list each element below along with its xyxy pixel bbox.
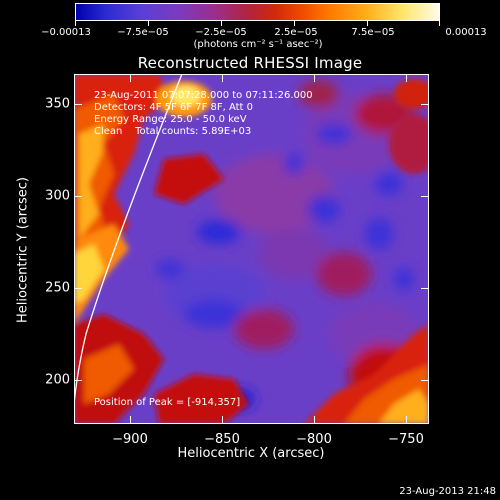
peak-position-label: Position of Peak = [-914,357] — [94, 397, 241, 408]
y-tick — [74, 196, 82, 197]
y-tick-label: 300 — [45, 188, 70, 204]
colorbar-units: (photons cm⁻² s⁻¹ asec⁻²) — [193, 39, 323, 50]
colorbar-tick — [148, 21, 149, 26]
colorbar-tick-label: −2.5e−05 — [195, 27, 247, 38]
x-tick — [406, 74, 407, 82]
y-tick — [74, 104, 82, 105]
y-tick — [74, 380, 82, 381]
x-tick — [222, 416, 223, 424]
y-tick — [74, 288, 82, 289]
colorbar — [75, 3, 440, 21]
y-tick — [421, 288, 429, 289]
colorbar-tick — [439, 21, 440, 26]
colorbar-tick-label: −7.5e−05 — [117, 27, 169, 38]
colorbar-tick — [75, 21, 76, 26]
colorbar-tick-label: 2.5e−05 — [274, 27, 318, 38]
time-range-label: 23-Aug-2011 07:07:28.000 to 07:11:26.000 — [94, 90, 313, 101]
y-tick-label: 200 — [45, 372, 70, 388]
plot-title: Reconstructed RHESSI Image — [137, 54, 363, 72]
x-tick-label: −800 — [296, 432, 332, 447]
y-tick-label: 350 — [45, 96, 70, 112]
colorbar-tick — [221, 21, 222, 26]
detectors-label: Detectors: 4F 5F 6F 7F 8F, Att 0 — [94, 102, 254, 113]
x-tick — [222, 74, 223, 82]
y-tick — [421, 104, 429, 105]
x-tick — [314, 74, 315, 82]
colorbar-tick-label: −0.00013 — [41, 27, 91, 38]
y-tick — [421, 380, 429, 381]
colorbar-tick — [367, 21, 368, 26]
x-tick — [130, 74, 131, 82]
colorbar-tick — [294, 21, 295, 26]
x-tick-label: −850 — [204, 432, 240, 447]
y-axis-label: Heliocentric Y (arcsec) — [15, 177, 31, 323]
colorbar-tick-label: 7.5e−05 — [351, 27, 395, 38]
energy-range-label: Energy Range: 25.0 - 50.0 keV — [94, 114, 247, 125]
clean-counts-label: Clean Total counts: 5.89E+03 — [94, 126, 252, 137]
x-tick — [406, 416, 407, 424]
rhessi-image — [74, 74, 429, 424]
timestamp: 23-Aug-2013 21:48 — [399, 486, 496, 497]
x-tick-label: −900 — [112, 432, 148, 447]
x-tick-label: −750 — [388, 432, 424, 447]
x-tick — [314, 416, 315, 424]
x-axis-label: Heliocentric X (arcsec) — [177, 446, 325, 461]
x-tick — [130, 416, 131, 424]
colorbar-tick-label: 0.00013 — [445, 27, 487, 38]
y-tick-label: 250 — [45, 280, 70, 296]
y-tick — [421, 196, 429, 197]
